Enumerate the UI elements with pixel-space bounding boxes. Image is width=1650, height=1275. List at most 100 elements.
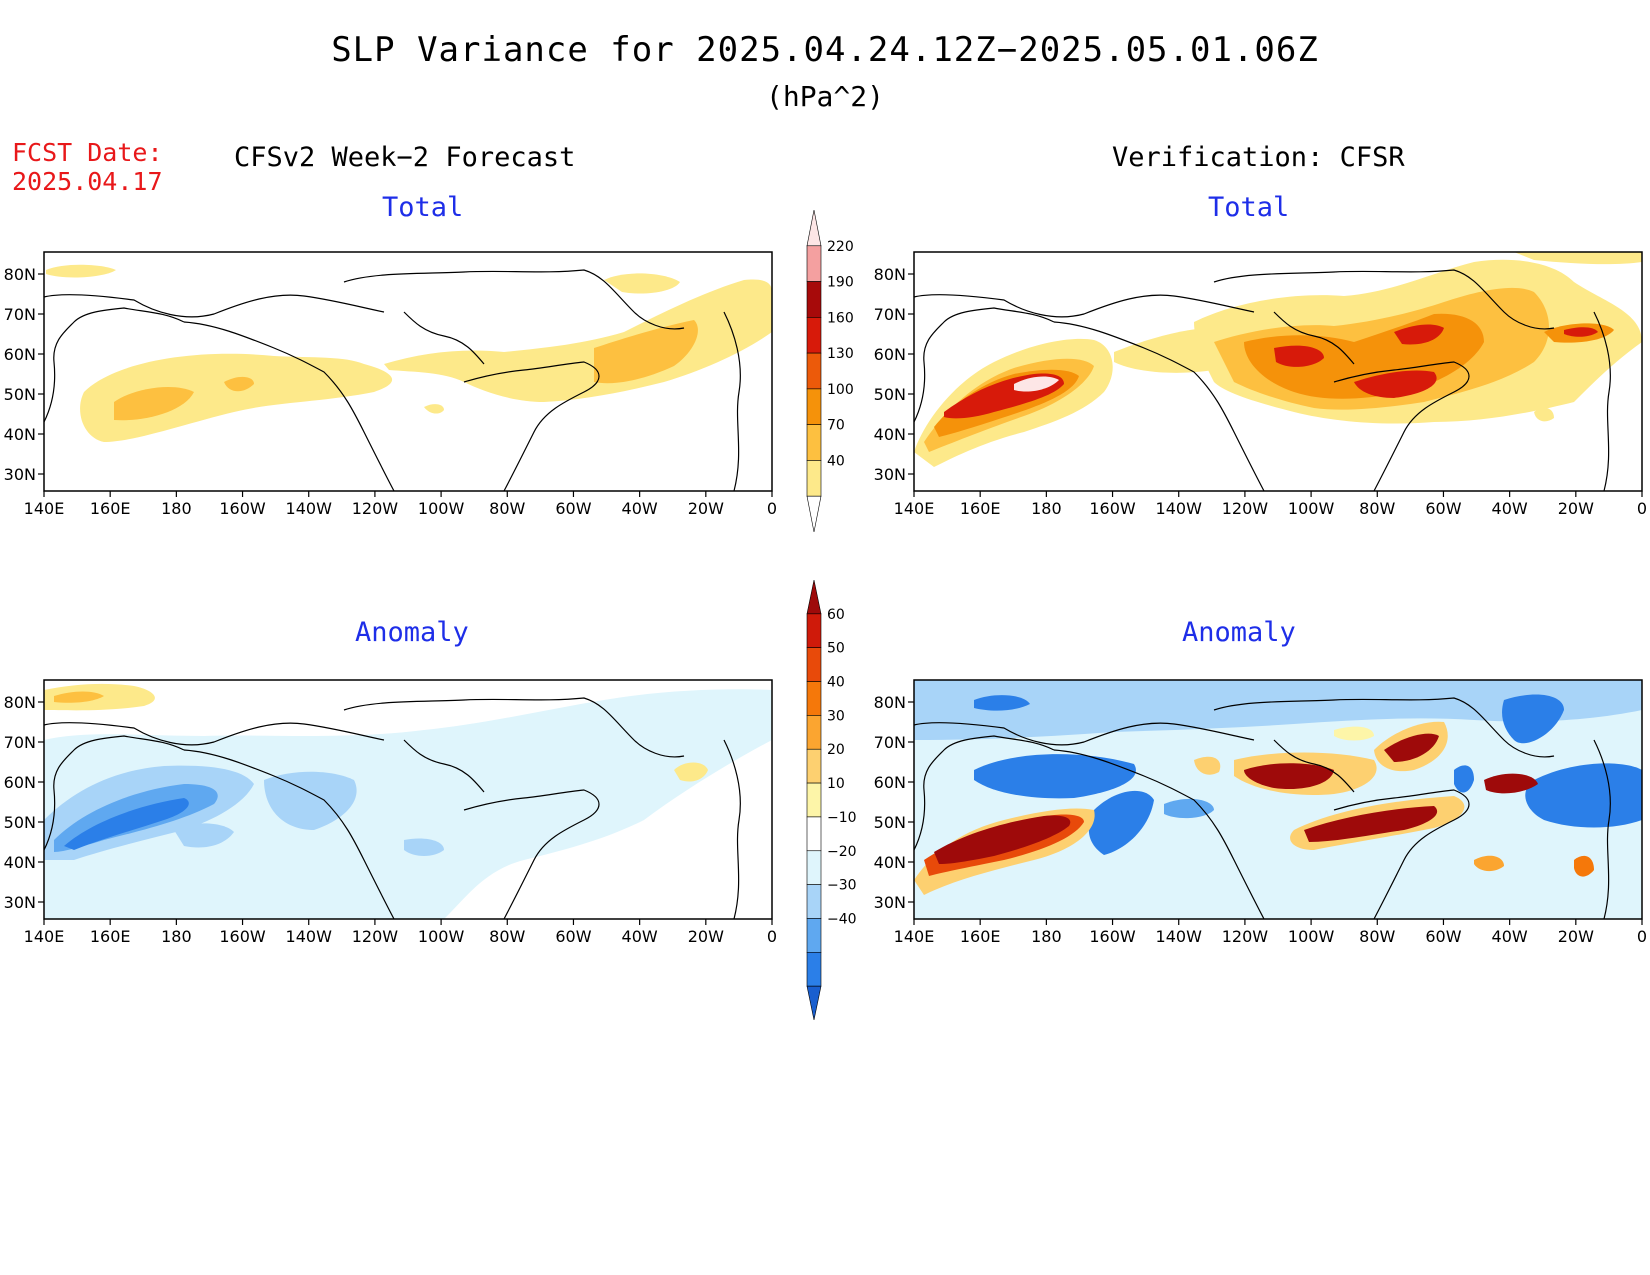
lon-label: 160W — [1089, 499, 1136, 518]
variance-shading — [44, 683, 772, 919]
lat-label: 40N — [874, 853, 906, 872]
total-colorbar-label: 190 — [827, 275, 854, 291]
lon-label: 60W — [1425, 499, 1461, 518]
coastlines — [43, 697, 741, 920]
lon-label: 120W — [1222, 499, 1269, 518]
total-colorbar-label: 220 — [827, 239, 854, 255]
lon-label: 140E — [24, 499, 65, 518]
lon-label: 140W — [286, 927, 333, 946]
lon-label: 60W — [1425, 927, 1461, 946]
anomaly-colorbar-swatch — [806, 782, 822, 818]
verification-total-title: Total — [1208, 192, 1290, 223]
forecast-total-title: Total — [382, 192, 464, 223]
lon-label: 120W — [352, 499, 399, 518]
lon-label: 140W — [286, 499, 333, 518]
anomaly-colorbar-label: −20 — [827, 844, 857, 860]
lon-label: 180 — [161, 927, 192, 946]
anomaly-colorbar-label: 40 — [827, 675, 845, 691]
lon-label: 140E — [24, 927, 65, 946]
forecast-date-block: FCST Date: 2025.04.17 — [12, 138, 163, 196]
anomaly-colorbar-swatch — [806, 579, 822, 615]
lon-label: 40W — [1492, 499, 1528, 518]
lon-label: 160E — [960, 927, 1001, 946]
anomaly-colorbar-swatch — [806, 918, 822, 953]
lon-label: 180 — [1031, 499, 1062, 518]
lon-label: 120W — [1222, 927, 1269, 946]
lat-label: 30N — [4, 465, 36, 484]
total-colorbar-label: 100 — [827, 382, 854, 398]
lon-label: 80W — [1359, 499, 1395, 518]
lat-label: 70N — [4, 733, 36, 752]
lon-label: 20W — [688, 927, 724, 946]
lat-label: 50N — [874, 813, 906, 832]
anomaly-colorbar-label: 10 — [827, 776, 845, 792]
lon-label: 160W — [219, 927, 266, 946]
forecast-column-title: CFSv2 Week−2 Forecast — [234, 142, 576, 173]
anomaly-colorbar-swatch — [806, 681, 822, 716]
variance-shading — [914, 680, 1642, 895]
lon-label: 140W — [1156, 927, 1203, 946]
total-colorbar-swatch — [806, 209, 822, 247]
total-colorbar-label: 70 — [827, 418, 845, 434]
anomaly-colorbar-swatch — [806, 952, 822, 987]
lon-label: 100W — [1288, 499, 1335, 518]
lon-label: 40W — [622, 927, 658, 946]
anomaly-colorbar-swatch — [806, 850, 822, 885]
lon-label: 80W — [1359, 927, 1395, 946]
lon-label: 160E — [960, 499, 1001, 518]
variance-shading — [914, 252, 1642, 467]
lon-label: 160W — [219, 499, 266, 518]
anomaly-colorbar-label: −10 — [827, 810, 857, 826]
lat-label: 30N — [4, 893, 36, 912]
lat-label: 30N — [874, 465, 906, 484]
lat-label: 60N — [874, 345, 906, 364]
lat-label: 60N — [4, 773, 36, 792]
anomaly-colorbar-swatch — [806, 748, 822, 784]
lon-label: 140E — [894, 927, 935, 946]
lat-label: 80N — [4, 265, 36, 284]
anomaly-colorbar-label: 60 — [827, 607, 845, 623]
total-colorbar-label: 130 — [827, 346, 854, 362]
lon-label: 180 — [1031, 927, 1062, 946]
lon-label: 80W — [489, 499, 525, 518]
lat-label: 30N — [874, 893, 906, 912]
lon-label: 160E — [90, 499, 131, 518]
lon-label: 60W — [555, 927, 591, 946]
forecast-date-value: 2025.04.17 — [12, 167, 163, 196]
lon-label: 0 — [1637, 499, 1647, 518]
lat-label: 70N — [874, 733, 906, 752]
anomaly-colorbar-swatch — [806, 985, 822, 1021]
lon-label: 20W — [1558, 499, 1594, 518]
total-colorbar-swatch — [806, 424, 822, 461]
forecast-anomaly-title: Anomaly — [355, 617, 469, 648]
lon-label: 100W — [1288, 927, 1335, 946]
lon-label: 60W — [555, 499, 591, 518]
lon-label: 160W — [1089, 927, 1136, 946]
anomaly-colorbar-label: 50 — [827, 641, 845, 657]
lat-label: 80N — [874, 693, 906, 712]
lon-label: 120W — [352, 927, 399, 946]
lon-label: 140W — [1156, 499, 1203, 518]
lat-label: 60N — [874, 773, 906, 792]
figure-title: SLP Variance for 2025.04.24.12Z−2025.05.… — [331, 30, 1319, 70]
lat-label: 70N — [4, 305, 36, 324]
lon-label: 40W — [622, 499, 658, 518]
lat-label: 60N — [4, 345, 36, 364]
lon-label: 0 — [1637, 927, 1647, 946]
lon-label: 160E — [90, 927, 131, 946]
total-colorbar-swatch — [806, 245, 822, 282]
lon-label: 100W — [418, 927, 465, 946]
total-colorbar-label: 160 — [827, 310, 854, 326]
lon-label: 180 — [161, 499, 192, 518]
lat-label: 40N — [4, 853, 36, 872]
verification-column-title: Verification: CFSR — [1112, 142, 1405, 173]
coastlines — [913, 697, 1611, 920]
total-colorbar-swatch — [806, 281, 822, 318]
anomaly-colorbar-swatch — [806, 647, 822, 682]
total-colorbar-swatch — [806, 317, 822, 354]
anomaly-colorbar-swatch — [806, 884, 822, 919]
